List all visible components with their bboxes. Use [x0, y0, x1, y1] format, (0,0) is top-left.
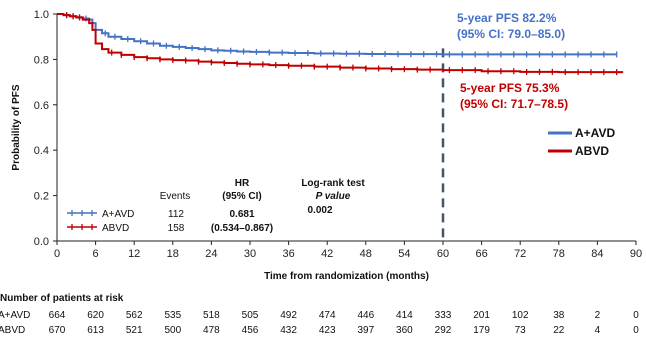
at-risk-count: 478: [203, 325, 220, 336]
at-risk-count: 22: [553, 325, 565, 336]
at-risk-count: 446: [357, 310, 374, 321]
at-risk-count: 562: [126, 310, 143, 321]
text-layer: 0 6 12 18 24 30 36 42 48 54 60 66 72 78 84 900.00.20.40…: [0, 9, 642, 336]
aavd-ci-annotation: (95% CI: 79.0–85.0): [457, 27, 565, 41]
axes: [53, 13, 637, 245]
x-tick-label: 84: [591, 248, 603, 260]
at-risk-count: 620: [87, 310, 104, 321]
stats-events-header: Events: [160, 191, 191, 202]
at-risk-count: 670: [49, 325, 66, 336]
y-tick-label: 0.4: [34, 145, 49, 157]
x-tick-label: 36: [282, 248, 294, 260]
x-tick-label: 24: [205, 248, 217, 260]
at-risk-count: 4: [595, 325, 601, 336]
aavd-pfs-annotation: 5-year PFS 82.2%: [457, 11, 557, 25]
at-risk-count: 500: [164, 325, 181, 336]
y-tick-label: 0.8: [34, 54, 49, 66]
x-tick-label: 30: [244, 248, 256, 260]
legend-label: A+AVD: [575, 126, 615, 140]
at-risk-count: 492: [280, 310, 297, 321]
x-tick-label: 66: [475, 248, 487, 260]
at-risk-title: Number of patients at risk: [0, 293, 124, 304]
y-axis-label: Probability of PFS: [11, 84, 22, 170]
stats-row-pvalue: 0.002: [307, 205, 332, 216]
at-risk-count: 521: [126, 325, 143, 336]
stats-pvalue-header: P value: [316, 191, 351, 202]
at-risk-count: 505: [242, 310, 259, 321]
at-risk-count: 613: [87, 325, 104, 336]
x-tick-label: 12: [128, 248, 140, 260]
at-risk-count: 432: [280, 325, 297, 336]
stats-row-arm: A+AVD: [102, 209, 134, 220]
at-risk-count: 535: [164, 310, 181, 321]
at-risk-count: 474: [319, 310, 336, 321]
stats-hr-ci-header: (95% CI): [222, 191, 261, 202]
at-risk-count: 360: [396, 325, 413, 336]
at-risk-count: 38: [553, 310, 565, 321]
x-tick-label: 54: [398, 248, 410, 260]
at-risk-count: 292: [435, 325, 452, 336]
y-tick-label: 1.0: [34, 9, 49, 21]
at-risk-arm-label: ABVD: [0, 325, 25, 336]
x-tick-label: 6: [93, 248, 99, 260]
stats-row-events: 112: [168, 209, 184, 220]
at-risk-count: 2: [595, 310, 601, 321]
stats-row-events: 158: [168, 223, 185, 234]
y-tick-label: 0.2: [34, 191, 49, 203]
at-risk-count: 179: [473, 325, 490, 336]
stats-row-arm: ABVD: [102, 223, 129, 234]
at-risk-count: 518: [203, 310, 220, 321]
at-risk-count: 423: [319, 325, 336, 336]
x-tick-label: 78: [553, 248, 565, 260]
x-tick-label: 0: [54, 248, 60, 260]
x-tick-label: 90: [630, 248, 642, 260]
at-risk-count: 102: [512, 310, 529, 321]
y-tick-label: 0.0: [34, 236, 49, 248]
x-axis-label: Time from randomization (months): [264, 271, 429, 282]
x-tick-label: 60: [437, 248, 449, 260]
series-layer: [57, 12, 624, 241]
stats-logrank-header: Log-rank test: [301, 178, 365, 189]
at-risk-count: 73: [515, 325, 527, 336]
stats-hr-header: HR: [235, 178, 250, 189]
at-risk-arm-label: A+AVD: [0, 310, 30, 321]
x-tick-label: 72: [514, 248, 526, 260]
at-risk-count: 0: [633, 310, 639, 321]
legend-label: ABVD: [575, 144, 609, 158]
y-tick-label: 0.6: [34, 100, 49, 112]
x-tick-label: 18: [167, 248, 179, 260]
abvd-ci-annotation: (95% CI: 71.7–78.5): [460, 97, 568, 111]
at-risk-count: 0: [633, 325, 639, 336]
at-risk-count: 456: [242, 325, 259, 336]
at-risk-count: 333: [435, 310, 452, 321]
stats-row-hr: (0.534–0.867): [211, 223, 273, 234]
stats-row-hr: 0.681: [229, 209, 254, 220]
at-risk-count: 397: [357, 325, 374, 336]
at-risk-count: 414: [396, 310, 413, 321]
at-risk-count: 201: [473, 310, 490, 321]
abvd-pfs-annotation: 5-year PFS 75.3%: [460, 81, 560, 95]
at-risk-count: 664: [49, 310, 66, 321]
x-tick-label: 48: [360, 248, 372, 260]
x-tick-label: 42: [321, 248, 333, 260]
